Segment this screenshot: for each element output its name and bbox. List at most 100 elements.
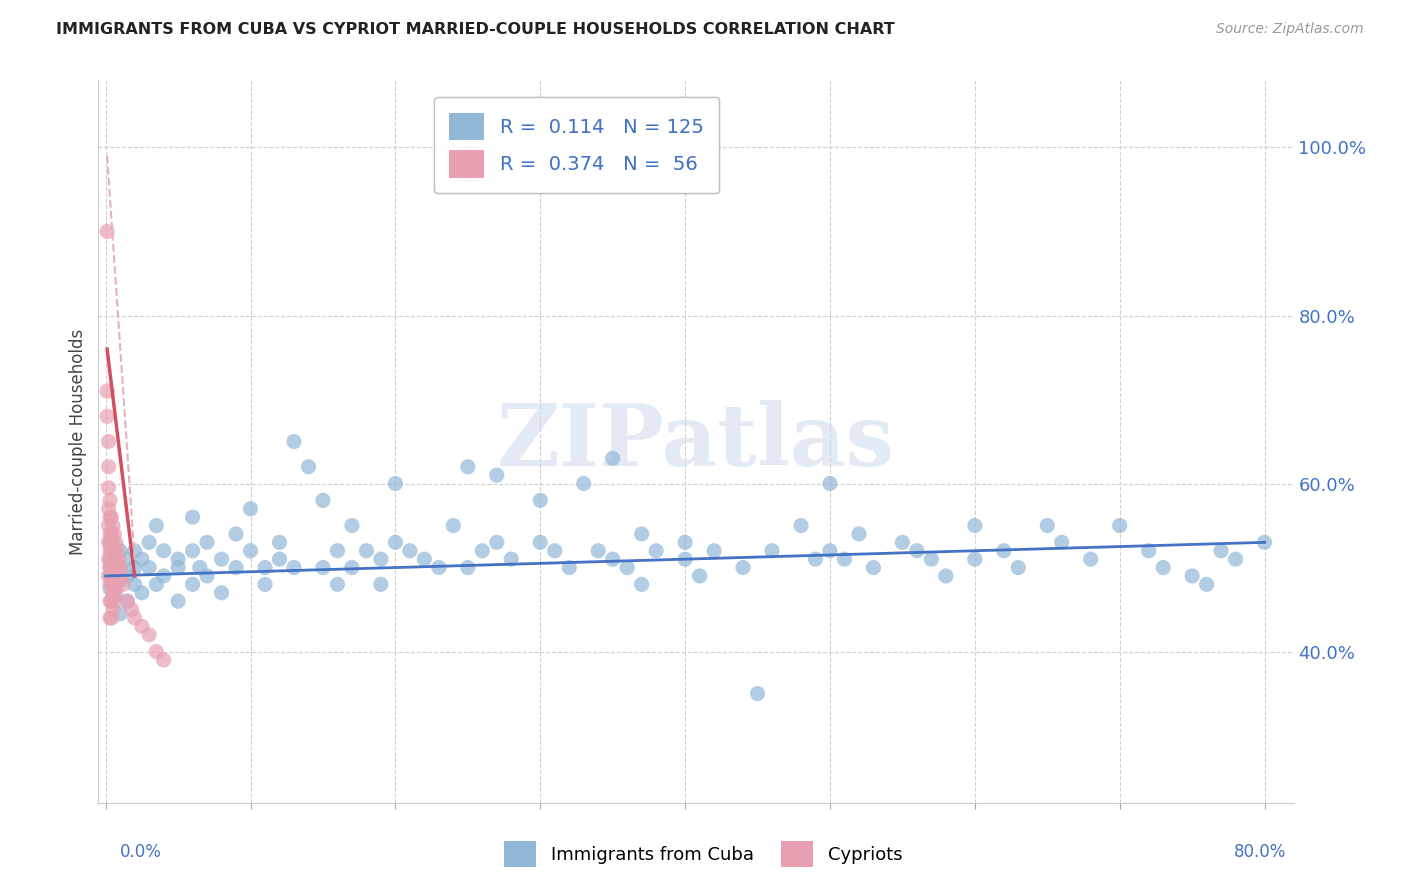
Point <box>100 510 122 524</box>
Point <box>689 569 711 583</box>
Point <box>340 560 363 574</box>
Text: ZIPatlas: ZIPatlas <box>496 400 896 483</box>
Point <box>630 577 652 591</box>
Point <box>188 560 211 574</box>
Point <box>673 552 696 566</box>
Point <box>529 535 551 549</box>
Text: 80.0%: 80.0% <box>1234 843 1286 861</box>
Point <box>104 569 127 583</box>
Point <box>108 560 131 574</box>
Point <box>103 548 125 562</box>
Point <box>117 552 139 566</box>
Point <box>103 590 125 604</box>
Point <box>790 518 813 533</box>
Point <box>1080 552 1102 566</box>
Point <box>1137 543 1160 558</box>
Point <box>98 569 121 583</box>
Point <box>818 543 841 558</box>
Point <box>356 543 378 558</box>
Point <box>167 552 190 566</box>
Point <box>98 577 121 591</box>
Point <box>239 501 262 516</box>
Point <box>98 560 121 574</box>
Point <box>1253 535 1275 549</box>
Point <box>1050 535 1073 549</box>
Point <box>105 577 128 591</box>
Point <box>97 518 120 533</box>
Point <box>211 552 233 566</box>
Point <box>152 543 174 558</box>
Point <box>117 594 139 608</box>
Point <box>101 602 124 616</box>
Point <box>167 594 190 608</box>
Point <box>441 518 464 533</box>
Point <box>103 543 125 558</box>
Point <box>104 586 127 600</box>
Point <box>96 225 118 239</box>
Point <box>97 569 120 583</box>
Point <box>891 535 914 549</box>
Point <box>138 535 160 549</box>
Y-axis label: Married-couple Households: Married-couple Households <box>69 328 87 555</box>
Point <box>195 535 218 549</box>
Point <box>131 552 153 566</box>
Point <box>117 594 139 608</box>
Point <box>167 560 190 574</box>
Point <box>862 560 884 574</box>
Point <box>108 560 131 574</box>
Point <box>558 560 581 574</box>
Point <box>124 543 146 558</box>
Point <box>104 535 127 549</box>
Point <box>485 468 508 483</box>
Point <box>145 644 167 658</box>
Point <box>225 560 247 574</box>
Point <box>326 543 349 558</box>
Point <box>107 569 129 583</box>
Point <box>98 552 121 566</box>
Point <box>211 586 233 600</box>
Point <box>112 577 135 591</box>
Point <box>602 552 624 566</box>
Point <box>101 569 124 583</box>
Point <box>97 552 120 566</box>
Point <box>98 594 121 608</box>
Point <box>98 560 121 574</box>
Point <box>98 582 121 596</box>
Point <box>103 577 125 591</box>
Point <box>602 451 624 466</box>
Point <box>108 573 131 587</box>
Point <box>471 543 494 558</box>
Point <box>963 518 986 533</box>
Point <box>1036 518 1059 533</box>
Point <box>269 552 291 566</box>
Point <box>586 543 609 558</box>
Point <box>101 586 124 600</box>
Point <box>616 560 638 574</box>
Point <box>96 409 118 424</box>
Point <box>427 560 450 574</box>
Point <box>457 459 479 474</box>
Point <box>108 607 131 621</box>
Point <box>457 560 479 574</box>
Point <box>103 557 125 571</box>
Point <box>145 577 167 591</box>
Point <box>1209 543 1232 558</box>
Point <box>103 565 125 579</box>
Point <box>98 543 121 558</box>
Point <box>645 543 668 558</box>
Point <box>152 569 174 583</box>
Point <box>98 510 121 524</box>
Point <box>100 611 122 625</box>
Point <box>1181 569 1204 583</box>
Point <box>97 481 120 495</box>
Point <box>103 527 125 541</box>
Point <box>920 552 942 566</box>
Point <box>181 510 204 524</box>
Point <box>104 552 127 566</box>
Point <box>98 535 121 549</box>
Point <box>98 493 121 508</box>
Point <box>181 543 204 558</box>
Point <box>105 543 128 558</box>
Point <box>1108 518 1130 533</box>
Point <box>131 586 153 600</box>
